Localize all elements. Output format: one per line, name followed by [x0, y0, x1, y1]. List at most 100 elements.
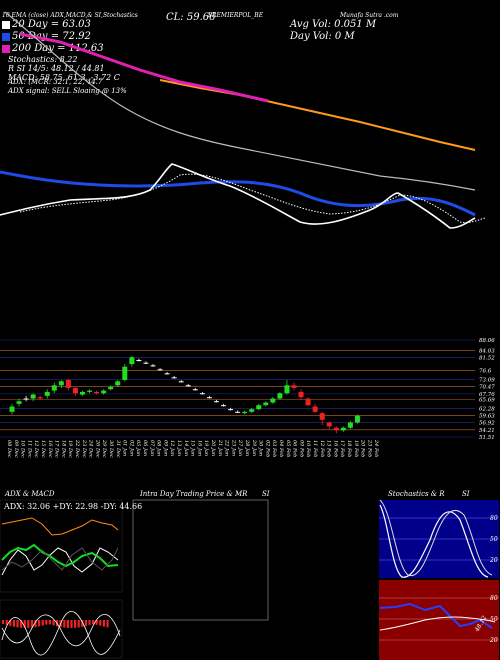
- date-tick-label: 30 Dec: [108, 440, 114, 458]
- macd-bar: [106, 620, 109, 628]
- candle-body: [206, 397, 212, 399]
- close-price: CL: 59.66: [166, 12, 216, 23]
- ema-lines: [0, 11, 486, 229]
- candle-body: [51, 385, 57, 391]
- price-tick-label: 56.92: [479, 421, 495, 427]
- date-tick-label: 16 Dec: [47, 440, 53, 458]
- macd-histogram: [2, 620, 109, 628]
- macd-bar: [92, 620, 95, 625]
- adx-panel: [0, 499, 123, 593]
- intra-panel-si: SI: [262, 490, 270, 498]
- date-tick-label: 16 Feb: [332, 440, 338, 457]
- date-tick-label: 22 Jan: [224, 439, 230, 456]
- candle-body: [249, 409, 255, 412]
- candle-body: [347, 422, 353, 428]
- macd-panel: [0, 599, 123, 659]
- date-tick-label: 22 Dec: [74, 439, 80, 458]
- macd-line-b: [1, 614, 121, 647]
- candles: [9, 356, 360, 434]
- adx-white-line: [1, 547, 119, 576]
- date-tick-label: 02 Feb: [264, 440, 270, 457]
- candle-body: [37, 397, 43, 399]
- candle-body: [235, 411, 241, 413]
- candle-body: [178, 381, 184, 383]
- macd-bar: [48, 620, 51, 625]
- ema50-text: 50 Day = 72.92: [12, 31, 91, 42]
- candle-body: [298, 391, 304, 398]
- ema-dotted-line: [19, 173, 486, 223]
- date-tick-label: 02 Jan: [128, 440, 134, 456]
- candle-body: [157, 369, 163, 371]
- date-tick-label: 10 Feb: [305, 440, 311, 457]
- candle-body: [9, 406, 15, 412]
- candle-body: [16, 401, 22, 404]
- date-axis: 08 Dec 09 Dec 10 Dec 11 Dec 12 Dec 15 Dec 16 D…: [6, 439, 379, 458]
- macd-bar: [66, 620, 69, 628]
- adx-readout-2: ADX signal: SELL Sloaing @ 13%: [8, 87, 127, 95]
- date-tick-label: 18 Dec: [60, 440, 66, 458]
- date-tick-label: 23 Jan: [230, 439, 236, 456]
- date-tick-label: 15 Jan: [190, 440, 196, 456]
- candle-body: [108, 386, 114, 390]
- price-tick-label: 65.69: [479, 397, 495, 403]
- macd-bar: [81, 620, 84, 627]
- stoch-panel-si: SI: [462, 490, 470, 498]
- candle-body: [277, 393, 283, 399]
- stoch-d-line: [379, 499, 493, 577]
- ticker-caption: PREMIERPOL_BE: [208, 12, 264, 19]
- candle-body: [305, 398, 311, 406]
- candle-body: [30, 394, 36, 399]
- candle-body: [340, 427, 346, 431]
- macd-bar: [9, 620, 12, 626]
- date-tick-label: 29 Dec: [101, 439, 107, 458]
- rsi-tick-50: 50: [490, 616, 498, 623]
- macd-bar: [63, 620, 66, 628]
- candle-body: [150, 365, 156, 367]
- day-volume: Day Vol: 0 M: [290, 31, 355, 42]
- date-tick-label: 26 Dec: [94, 439, 100, 458]
- candle-body: [199, 393, 205, 395]
- macd-bar: [5, 620, 8, 625]
- date-tick-label: 07 Jan: [149, 440, 155, 456]
- date-tick-label: 16 Jan: [196, 440, 202, 456]
- price-tick-label: 59.63: [479, 413, 495, 419]
- date-tick-label: 23 Dec: [81, 439, 87, 458]
- rsi-readout: R SI 14/5: 48.12 / 44.81: [8, 64, 105, 73]
- legend-swatch-20: [2, 20, 10, 29]
- date-tick-label: 12 Dec: [33, 440, 39, 458]
- candle-body: [164, 373, 170, 375]
- macd-readout: MACD: 58.75, 61.3, -3.72 C: [8, 73, 120, 82]
- price-tick-label: 70.47: [479, 385, 495, 391]
- date-tick-label: 09 Feb: [298, 440, 304, 457]
- macd-bar: [41, 620, 44, 626]
- rsi-tick-20: 20: [489, 637, 498, 644]
- macd-bar: [34, 620, 37, 628]
- date-tick-label: 19 Feb: [353, 440, 359, 457]
- macd-bar: [38, 620, 41, 627]
- legend-ema20: 20 Day = 63.03: [2, 19, 91, 30]
- date-tick-label: 13 Feb: [326, 440, 332, 457]
- candle-body: [115, 381, 121, 386]
- candle-body: [319, 413, 325, 420]
- date-tick-label: 17 Feb: [339, 440, 345, 457]
- candle-body: [122, 366, 128, 380]
- adx-values: ADX: 32.06 +DY: 22.98 -DY: 44.66: [4, 502, 143, 511]
- date-tick-label: 11 Feb: [312, 440, 318, 457]
- stoch-tick-20: 20: [489, 557, 498, 564]
- candle-body: [23, 398, 29, 400]
- macd-bar: [102, 620, 105, 627]
- macd-bar: [23, 620, 26, 628]
- candle-body: [136, 360, 142, 362]
- intra-panel-title: Intra Day Trading Price & MR: [140, 490, 248, 498]
- ema20-text: 20 Day = 63.03: [12, 19, 91, 30]
- candle-body: [333, 427, 339, 431]
- candle-body: [143, 362, 149, 364]
- candle-body: [185, 385, 191, 387]
- price-tick-label: 76.6: [479, 368, 492, 374]
- date-tick-label: 21 Jan: [217, 439, 223, 456]
- candle-body: [192, 389, 198, 391]
- date-tick-label: 14 Jan: [183, 440, 189, 456]
- stoch-tick-50: 50: [490, 536, 498, 543]
- ema-gray-line: [4, 11, 476, 191]
